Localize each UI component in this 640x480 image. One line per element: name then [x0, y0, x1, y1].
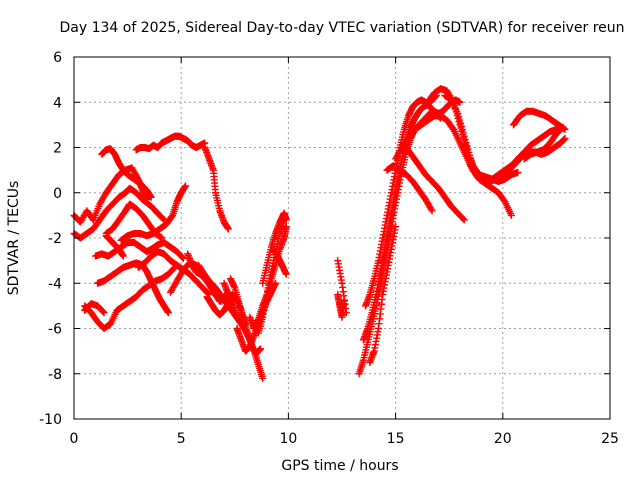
- data-point: [456, 116, 464, 124]
- data-point: [282, 216, 290, 224]
- data-point: [507, 211, 515, 219]
- data-point: [459, 129, 467, 137]
- data-point: [466, 152, 474, 160]
- data-series-9: [81, 263, 179, 332]
- data-point: [427, 205, 435, 213]
- data-series-36: [488, 123, 567, 183]
- data-series-6: [102, 232, 127, 260]
- data-point: [100, 309, 108, 317]
- data-point: [259, 374, 267, 382]
- data-series-25: [334, 291, 348, 321]
- data-point: [457, 122, 465, 130]
- data-point: [456, 98, 464, 106]
- data-series-11: [94, 259, 172, 317]
- data-point: [428, 207, 436, 215]
- x-tick-label: 20: [494, 431, 512, 447]
- data-series-38: [520, 123, 567, 163]
- y-tick-label: 6: [53, 50, 62, 66]
- data-point: [561, 134, 569, 142]
- axis-ticks: 0 5 10 15 20 25 -10 -8 -6 -4 -2 0 2 4 6: [39, 50, 619, 447]
- data-series-4: [117, 182, 189, 244]
- data-point: [224, 225, 232, 233]
- data-point: [181, 182, 189, 190]
- data-point: [119, 252, 127, 260]
- data-series-12: [134, 248, 213, 299]
- y-tick-label: -4: [48, 276, 62, 292]
- data-series-28: [362, 96, 464, 310]
- data-point: [458, 126, 466, 134]
- data-point: [99, 308, 107, 316]
- y-tick-label: 4: [53, 95, 62, 111]
- y-tick-label: -8: [48, 367, 62, 383]
- data-point: [558, 124, 566, 132]
- data-point: [340, 297, 348, 305]
- data-series-31: [402, 144, 468, 224]
- data-series-23: [269, 245, 290, 278]
- data-point: [465, 148, 473, 156]
- data-point: [147, 193, 155, 201]
- data-point: [257, 345, 265, 353]
- x-tick-label: 0: [70, 431, 79, 447]
- data-point: [179, 254, 187, 262]
- data-point: [459, 215, 467, 223]
- y-tick-label: -10: [39, 412, 62, 428]
- data-series-10: [81, 300, 108, 317]
- data-series-20: [246, 223, 290, 332]
- data-point: [463, 142, 471, 150]
- grid: [74, 57, 610, 419]
- data-series-32: [383, 162, 436, 215]
- data-point: [454, 110, 462, 118]
- x-tick-label: 10: [279, 431, 297, 447]
- data-point: [164, 309, 172, 317]
- data-series-27: [359, 91, 440, 344]
- x-tick-label: 25: [601, 431, 619, 447]
- data-series-7: [132, 132, 209, 154]
- data-point: [168, 213, 176, 221]
- y-axis-label: SDTVAR / TECUs: [6, 181, 22, 296]
- data-series-22: [259, 209, 290, 287]
- data-series-1: [98, 145, 155, 201]
- data-series-37: [510, 107, 569, 133]
- data-point: [460, 216, 468, 224]
- x-tick-label: 5: [177, 431, 186, 447]
- data-point: [457, 119, 465, 127]
- data-series-30: [392, 112, 515, 219]
- data-series-2: [70, 184, 168, 242]
- y-tick-label: 2: [53, 141, 62, 157]
- data-point: [392, 223, 400, 231]
- x-tick-label: 15: [387, 431, 405, 447]
- data-point: [461, 135, 469, 143]
- data-series-3: [102, 200, 166, 242]
- y-tick-label: 0: [53, 186, 62, 202]
- data-point: [282, 270, 290, 278]
- data-series-34: [441, 91, 481, 181]
- y-tick-label: -2: [48, 231, 62, 247]
- data-point: [559, 123, 567, 131]
- data-series-8: [201, 144, 232, 233]
- data-point: [159, 215, 167, 223]
- chart-title: Day 134 of 2025, Sidereal Day-to-day VTE…: [59, 20, 624, 36]
- data-point: [178, 253, 186, 261]
- data-point: [455, 113, 463, 121]
- data-point: [514, 168, 522, 176]
- data-point: [464, 145, 472, 153]
- x-axis-label: GPS time / hours: [281, 458, 398, 474]
- data-point: [462, 139, 470, 147]
- y-tick-label: -6: [48, 322, 62, 338]
- data-series-29: [366, 223, 400, 366]
- data-point: [460, 132, 468, 140]
- data-series-5: [91, 239, 187, 262]
- data-markers: [70, 85, 569, 382]
